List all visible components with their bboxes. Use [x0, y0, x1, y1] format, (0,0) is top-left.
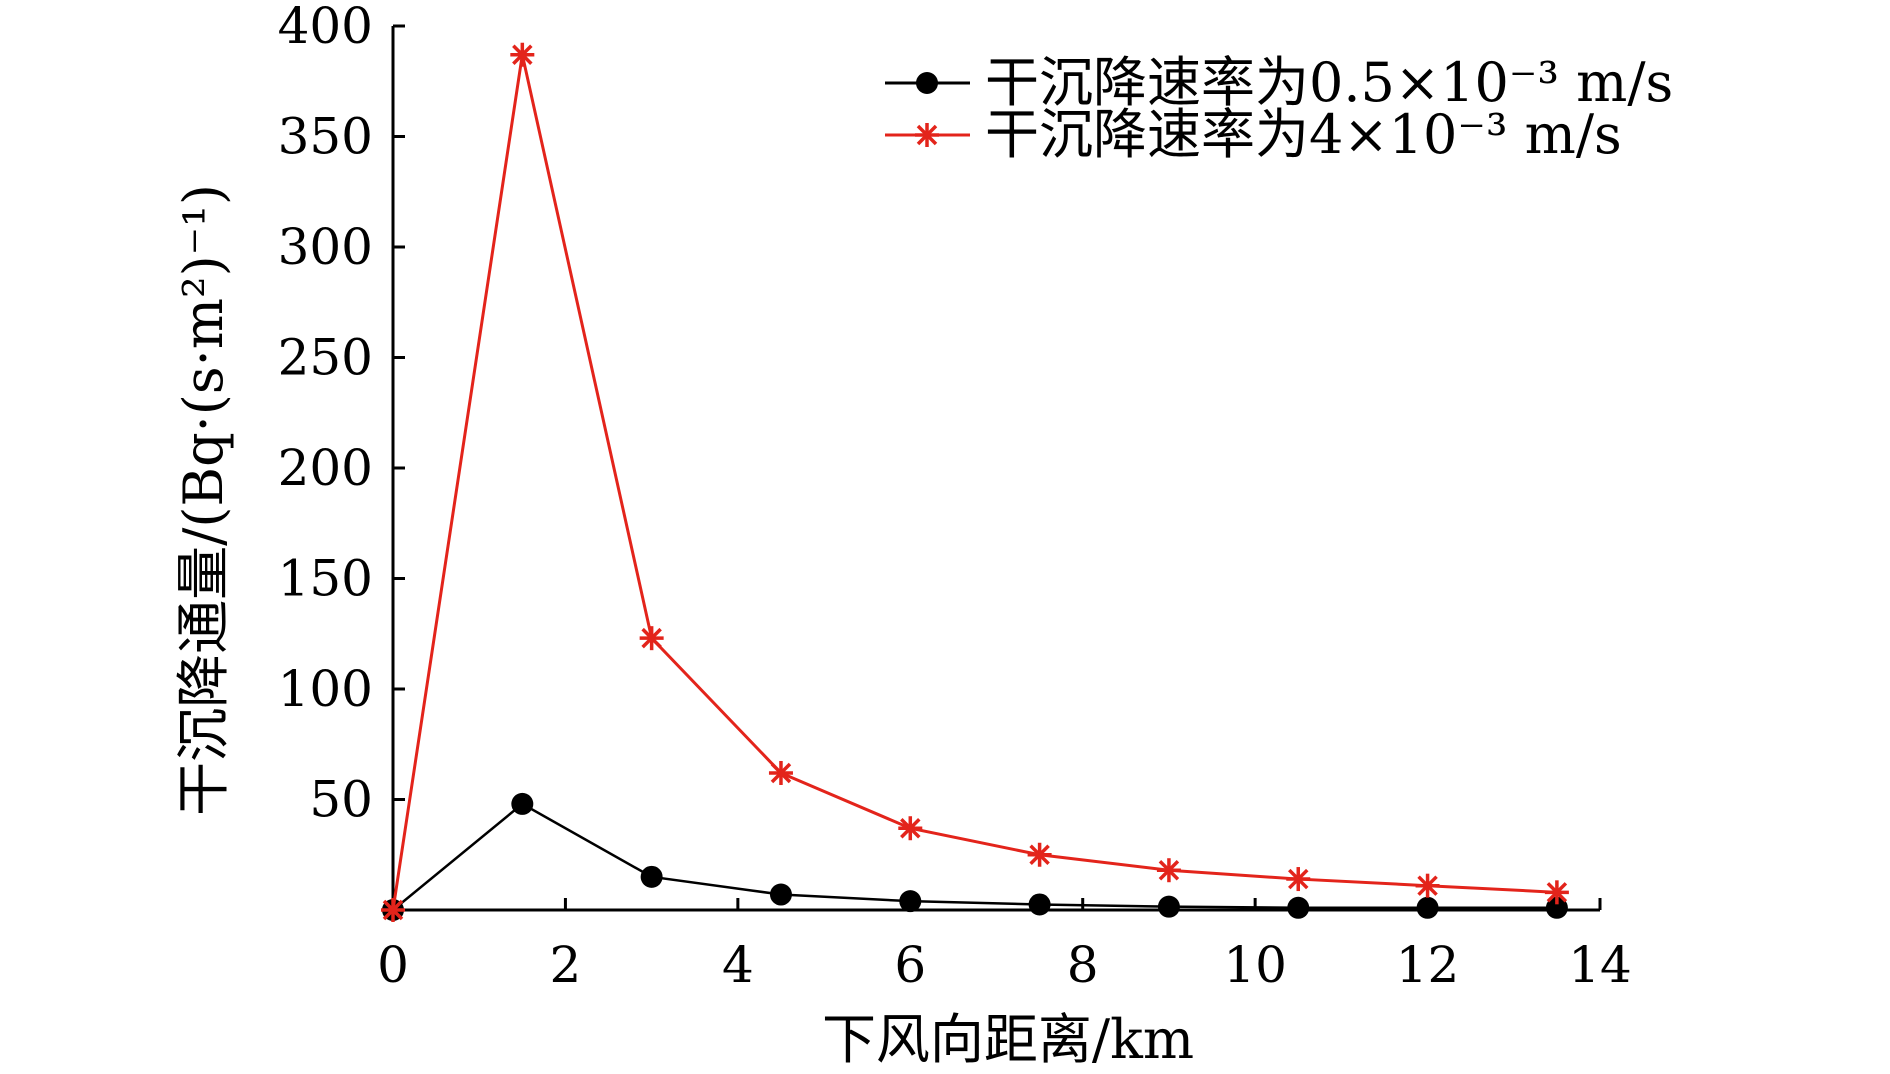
y-tick-label: 400	[278, 0, 373, 55]
legend-marker-asterisk	[915, 123, 939, 147]
x-axis-ticks: 0 2 4 6 8 10 12 14	[377, 898, 1632, 994]
legend-item: 干沉降速率为4×10⁻³ m/s	[885, 103, 1622, 166]
data-point	[381, 898, 405, 922]
x-tick-label: 12	[1396, 936, 1460, 994]
legend-label: 干沉降速率为0.5×10⁻³ m/s	[985, 51, 1673, 114]
data-point	[899, 890, 922, 913]
x-axis-title: 下风向距离/km	[822, 1008, 1194, 1071]
data-point	[510, 42, 535, 67]
data-point	[1157, 895, 1180, 918]
legend-label: 干沉降速率为4×10⁻³ m/s	[985, 103, 1622, 166]
data-point	[898, 816, 923, 841]
data-point	[1544, 880, 1569, 905]
x-tick-label: 6	[894, 936, 926, 994]
y-axis-title: 干沉降通量/(Bq·(s·m²)⁻¹)	[172, 184, 235, 816]
data-point	[1156, 858, 1181, 883]
x-tick-label: 4	[722, 936, 754, 994]
y-tick-label: 150	[278, 550, 373, 608]
data-point	[768, 760, 793, 785]
series-1	[381, 42, 1569, 922]
data-point	[639, 626, 664, 651]
data-point	[640, 865, 663, 888]
series-0	[382, 792, 1568, 921]
data-point	[1287, 896, 1310, 919]
legend: 干沉降速率为0.5×10⁻³ m/s 干沉降速率为4×10⁻³ m/s	[885, 51, 1673, 166]
legend-marker-circle	[916, 72, 938, 94]
y-tick-label: 100	[278, 660, 373, 718]
data-point	[1028, 893, 1051, 916]
data-point	[511, 792, 534, 815]
y-tick-label: 250	[278, 329, 373, 387]
y-axis-ticks: 50 100 150 200 250 300 350 400	[278, 0, 405, 829]
series-layer	[381, 42, 1569, 922]
x-tick-label: 2	[550, 936, 582, 994]
y-tick-label: 50	[309, 771, 373, 829]
x-tick-label: 14	[1568, 936, 1632, 994]
data-point	[769, 883, 792, 906]
x-tick-label: 0	[377, 936, 409, 994]
series-line	[392, 802, 1557, 911]
data-point	[1415, 873, 1440, 898]
y-tick-label: 300	[278, 218, 373, 276]
y-tick-label: 350	[278, 108, 373, 166]
series-line	[391, 54, 1557, 911]
data-point	[1545, 896, 1568, 919]
legend-item: 干沉降速率为0.5×10⁻³ m/s	[885, 51, 1673, 114]
y-tick-label: 200	[278, 439, 373, 497]
data-point	[1286, 867, 1311, 892]
x-tick-label: 10	[1223, 936, 1287, 994]
data-point	[1416, 896, 1439, 919]
x-tick-label: 8	[1067, 936, 1099, 994]
data-point	[1027, 842, 1052, 867]
